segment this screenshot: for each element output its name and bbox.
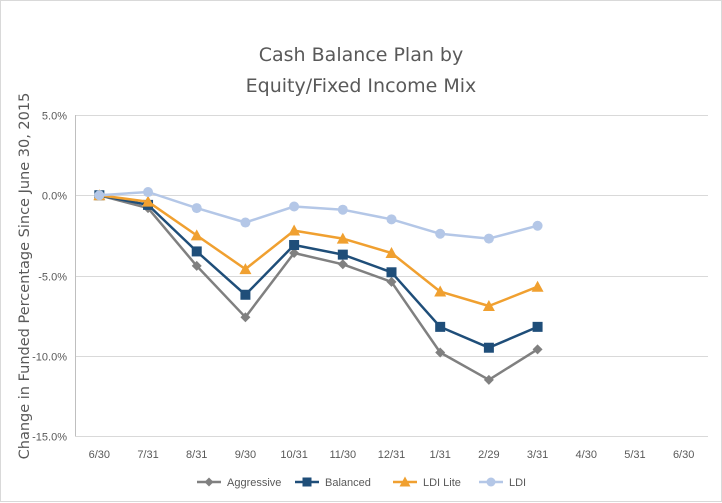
legend-marker-aggressive xyxy=(204,477,214,487)
x-tick-label: 4/30 xyxy=(576,449,597,461)
x-tick-label: 8/31 xyxy=(186,449,207,461)
series-ldi xyxy=(94,187,543,244)
y-tick-label: 0.0% xyxy=(42,191,67,203)
x-tick-label: 7/31 xyxy=(137,449,158,461)
x-tick-label: 12/31 xyxy=(378,449,406,461)
data-point-ldi xyxy=(240,217,251,228)
legend-item-ldi: LDI xyxy=(479,477,526,489)
legend-marker-balanced xyxy=(302,477,312,487)
data-point-balanced xyxy=(240,289,251,300)
chart-title-line1: Cash Balance Plan by xyxy=(259,44,463,66)
data-point-aggressive xyxy=(532,344,543,355)
data-point-ldi-lite xyxy=(434,285,447,297)
data-point-balanced xyxy=(191,246,202,257)
legend-marker-ldi-lite xyxy=(399,476,411,487)
legend-label-ldi: LDI xyxy=(509,477,526,489)
legend-label-aggressive: Aggressive xyxy=(227,477,281,489)
data-point-ldi-lite xyxy=(336,232,349,244)
data-point-ldi xyxy=(337,204,348,215)
data-point-balanced xyxy=(483,342,494,353)
legend-item-ldi-lite: LDI Lite xyxy=(393,476,461,489)
data-point-ldi xyxy=(289,201,300,212)
x-tick-label: 5/31 xyxy=(624,449,645,461)
x-tick-label: 11/30 xyxy=(329,449,356,461)
x-tick-label: 6/30 xyxy=(89,449,110,461)
series-line-ldi xyxy=(99,190,538,240)
data-point-ldi xyxy=(143,187,154,198)
data-point-ldi xyxy=(483,233,494,244)
x-tick-label: 10/31 xyxy=(280,449,308,461)
data-point-balanced xyxy=(289,240,300,251)
data-point-balanced xyxy=(337,249,348,260)
y-tick-label: -15.0% xyxy=(32,432,67,444)
legend-item-aggressive: Aggressive xyxy=(197,477,281,489)
data-point-ldi xyxy=(191,203,202,214)
series-balanced xyxy=(94,190,543,353)
legend-marker-ldi xyxy=(486,477,496,487)
data-point-ldi-lite xyxy=(385,247,398,259)
data-point-ldi xyxy=(532,220,543,231)
legend: Aggressive Balanced LDI Lite LDI xyxy=(197,476,526,489)
y-axis-label: Change in Funded Percentage Since June 3… xyxy=(17,93,33,460)
series-line-balanced xyxy=(99,194,539,349)
data-point-aggressive xyxy=(337,259,348,270)
x-tick-label: 1/31 xyxy=(429,449,450,461)
data-point-ldi xyxy=(435,228,446,239)
legend-label-balanced: Balanced xyxy=(325,477,371,489)
y-tick-label: 5.0% xyxy=(42,111,67,123)
data-point-ldi xyxy=(386,214,397,225)
series-layer xyxy=(93,187,544,385)
legend-item-balanced: Balanced xyxy=(295,477,371,489)
data-point-ldi-lite xyxy=(482,299,495,311)
data-point-balanced xyxy=(435,321,446,332)
data-point-ldi-lite xyxy=(239,263,252,275)
data-point-aggressive xyxy=(386,276,397,287)
x-tick-label: 6/30 xyxy=(673,449,694,461)
legend-label-ldi-lite: LDI Lite xyxy=(423,477,461,489)
y-tick-labels: 5.0% 0.0% -5.0% -10.0% -15.0% xyxy=(32,111,67,444)
data-point-aggressive xyxy=(191,260,202,271)
data-point-ldi xyxy=(94,190,105,201)
x-tick-labels: 6/30 7/31 8/31 9/30 10/31 11/30 12/31 1/31 2/29 3… xyxy=(89,449,695,461)
series-line-ldi-lite xyxy=(99,194,539,308)
y-tick-label: -5.0% xyxy=(38,272,67,284)
data-point-ldi-lite xyxy=(142,195,155,207)
data-point-ldi-lite xyxy=(531,280,544,292)
data-point-aggressive xyxy=(483,374,494,385)
y-tick-label: -10.0% xyxy=(32,352,67,364)
data-point-aggressive xyxy=(435,347,446,358)
data-point-aggressive xyxy=(240,312,251,323)
x-tick-label: 2/29 xyxy=(478,449,499,461)
series-line-aggressive xyxy=(98,194,539,382)
data-point-ldi-lite xyxy=(288,224,301,236)
data-point-ldi-lite xyxy=(190,229,203,241)
x-tick-label: 3/31 xyxy=(527,449,548,461)
x-tick-label: 9/30 xyxy=(235,449,256,461)
data-point-balanced xyxy=(532,321,543,332)
series-aggressive xyxy=(94,190,543,385)
data-point-balanced xyxy=(386,267,397,278)
chart-title-line2: Equity/Fixed Income Mix xyxy=(246,75,477,97)
data-point-aggressive xyxy=(289,248,300,259)
